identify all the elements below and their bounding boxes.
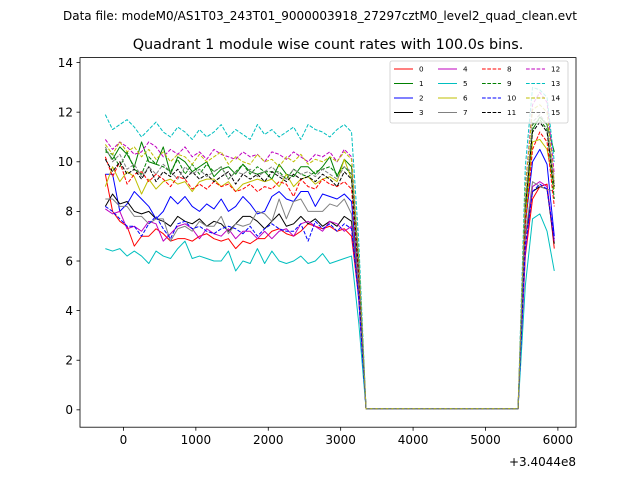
axes-frame <box>79 57 577 428</box>
series-line-10 <box>105 183 555 410</box>
legend-label-7: 7 <box>463 108 468 117</box>
x-tick-label: 4000 <box>398 433 429 447</box>
series-line-13 <box>104 86 555 410</box>
legend-label-1: 1 <box>419 79 424 88</box>
series-line-11 <box>104 121 555 410</box>
series-line-8 <box>104 131 555 410</box>
legend-label-12: 12 <box>551 65 560 74</box>
series-line-7 <box>105 181 555 410</box>
chart-title: Quadrant 1 module wise count rates with … <box>133 37 524 53</box>
series-line-15 <box>104 114 555 410</box>
legend-label-10: 10 <box>507 94 517 103</box>
y-tick-label: 6 <box>65 254 73 268</box>
x-tick-label: 5000 <box>470 433 501 447</box>
y-tick-label: 10 <box>58 155 73 169</box>
series-line-9 <box>105 119 555 410</box>
y-tick-label: 14 <box>58 56 73 70</box>
x-axis-ticks: 0 1000 2000 3000 4000 5000 6000 <box>120 427 574 447</box>
x-tick-label: 2000 <box>253 433 284 447</box>
x-tick-label: 3000 <box>325 433 356 447</box>
y-tick-label: 2 <box>65 354 73 368</box>
series-layer <box>104 86 555 410</box>
legend-label-13: 13 <box>551 79 560 88</box>
y-axis-ticks: 0 2 4 6 8 10 12 14 <box>58 56 80 417</box>
x-tick-label: 1000 <box>181 433 212 447</box>
series-line-4 <box>105 181 555 410</box>
legend-label-9: 9 <box>507 79 512 88</box>
legend-label-5: 5 <box>463 79 468 88</box>
legend-label-15: 15 <box>551 108 560 117</box>
legend-label-6: 6 <box>463 94 468 103</box>
legend-label-8: 8 <box>507 65 512 74</box>
x-tick-label: 6000 <box>543 433 574 447</box>
x-tick-label: 0 <box>120 433 128 447</box>
y-tick-label: 0 <box>65 403 73 417</box>
legend-label-4: 4 <box>463 65 468 74</box>
legend-label-11: 11 <box>507 108 516 117</box>
legend-label-0: 0 <box>419 65 424 74</box>
y-tick-label: 12 <box>58 105 73 119</box>
figure-suptitle: Data file: modeM0/AS1T03_243T01_90000039… <box>63 9 577 23</box>
x-axis-offset-label: +3.4044e8 <box>509 455 576 469</box>
legend-label-14: 14 <box>551 94 561 103</box>
y-tick-label: 4 <box>65 304 73 318</box>
legend-box <box>389 60 569 124</box>
series-line-5 <box>105 213 555 410</box>
series-line-14 <box>104 104 555 410</box>
y-tick-label: 8 <box>65 205 73 219</box>
legend-label-2: 2 <box>419 94 424 103</box>
legend-label-3: 3 <box>419 108 424 117</box>
